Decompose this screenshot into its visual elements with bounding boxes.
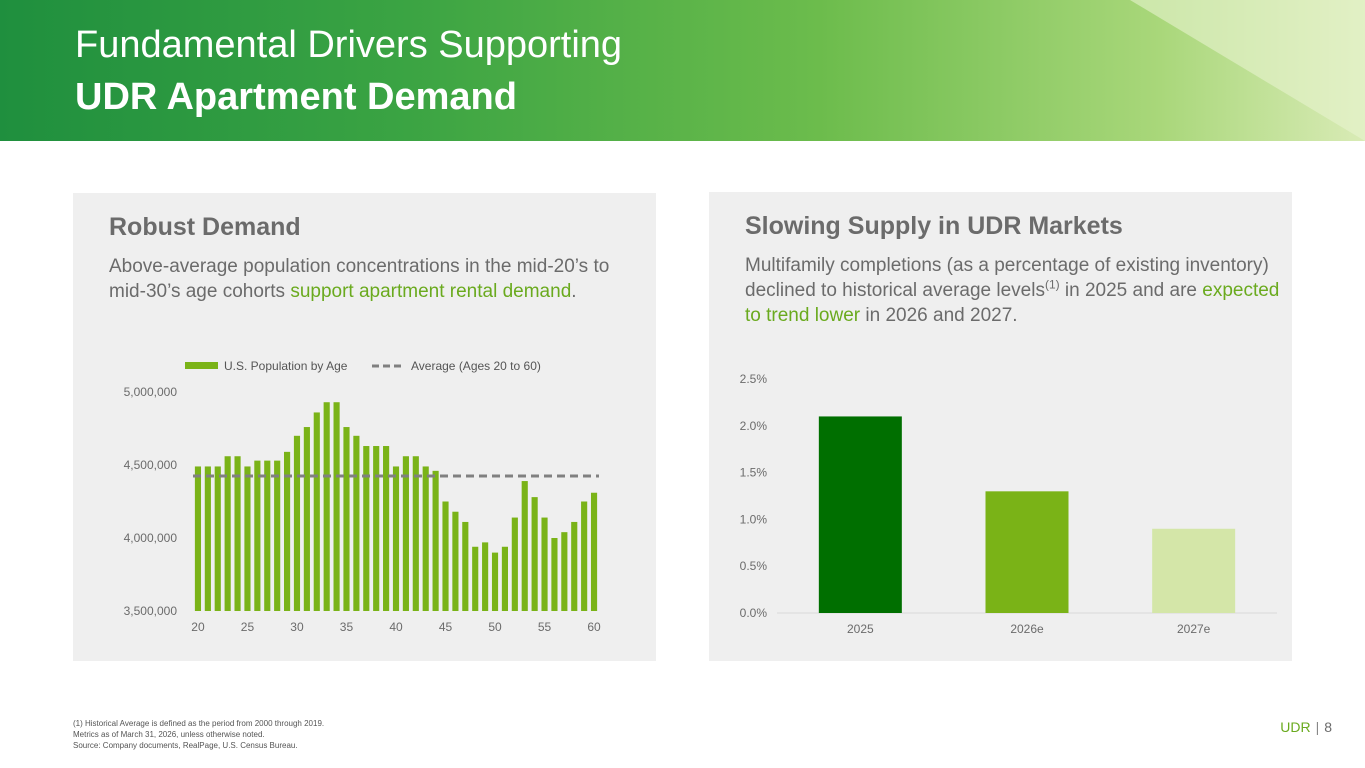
population-bar — [511, 517, 518, 611]
y-tick-label: 5,000,000 — [124, 385, 178, 399]
footnotes: (1) Historical Average is defined as the… — [73, 718, 324, 751]
population-bar — [383, 446, 390, 611]
x-tick-label: 50 — [488, 620, 502, 634]
population-bar — [293, 435, 301, 611]
population-bar — [333, 402, 340, 611]
population-bar — [284, 451, 291, 611]
footer-separator: | — [1315, 719, 1320, 735]
banner-decoration — [1130, 0, 1365, 141]
y-tick-label: 1.5% — [740, 466, 768, 480]
y-tick-label: 0.5% — [740, 559, 768, 573]
population-bar — [234, 456, 241, 611]
robust-demand-panel: Robust Demand Above-average population c… — [73, 193, 656, 661]
y-tick-label: 4,500,000 — [124, 458, 178, 472]
population-bar — [204, 466, 211, 611]
population-bar — [343, 427, 350, 611]
population-bar — [472, 546, 479, 611]
population-bar — [462, 521, 469, 611]
legend-label-population: U.S. Population by Age — [224, 359, 348, 373]
x-tick-label: 2025 — [847, 622, 874, 636]
legend-label-average: Average (Ages 20 to 60) — [411, 359, 541, 373]
population-bar — [392, 466, 400, 611]
population-bar — [590, 492, 598, 611]
y-tick-label: 1.0% — [740, 512, 768, 526]
population-bar — [244, 466, 251, 611]
page-title-line2: UDR Apartment Demand — [75, 76, 517, 118]
legend-swatch-population — [185, 362, 218, 369]
supply-bar — [985, 491, 1069, 613]
supply-bar — [1152, 528, 1236, 613]
x-tick-label: 40 — [389, 620, 403, 634]
footnote-1: (1) Historical Average is defined as the… — [73, 719, 325, 728]
population-bar — [432, 470, 439, 611]
population-bar — [373, 446, 380, 611]
population-bar — [323, 402, 330, 611]
description-highlight: expected to trend lower — [745, 280, 1280, 326]
y-tick-label: 3,500,000 — [124, 604, 178, 618]
y-tick-label: 2.5% — [740, 372, 768, 386]
description-end: in 2026 and 2027. — [860, 305, 1018, 326]
x-tick-label: 35 — [340, 620, 354, 634]
footnote-ref: (1) — [1044, 277, 1060, 292]
x-tick-label: 2027e — [1177, 622, 1211, 636]
x-tick-label: 25 — [241, 620, 255, 634]
population-bar — [422, 466, 429, 611]
population-bar — [254, 460, 261, 611]
population-bar — [402, 456, 409, 611]
population-bar — [501, 546, 508, 611]
population-bar — [452, 511, 459, 611]
panel-title: Robust Demand — [109, 213, 301, 241]
population-bar — [224, 456, 231, 611]
footnote-2: Metrics as of March 31, 2026, unless oth… — [73, 730, 265, 739]
description-text: Multifamily completions (as a percentage… — [745, 255, 1269, 301]
header-banner: Fundamental Drivers Supporting UDR Apart… — [0, 0, 1365, 141]
footnote-3: Source: Company documents, RealPage, U.S… — [73, 741, 298, 750]
population-bar — [581, 501, 588, 611]
x-tick-label: 55 — [538, 620, 552, 634]
x-tick-label: 60 — [587, 620, 601, 634]
y-tick-label: 2.0% — [740, 419, 768, 433]
footer-brand: UDR — [1280, 719, 1311, 735]
population-bar — [363, 446, 370, 611]
population-bar — [571, 521, 578, 611]
population-bar — [521, 481, 528, 611]
supply-bar — [818, 416, 902, 613]
population-bar — [274, 460, 281, 611]
population-bar — [482, 542, 489, 611]
population-chart: U.S. Population by Age Average (Ages 20 t… — [124, 359, 601, 634]
x-tick-label: 45 — [439, 620, 453, 634]
panel-title: Slowing Supply in UDR Markets — [745, 212, 1123, 240]
footer-page-info: UDR | 8 — [1230, 719, 1332, 735]
population-bar — [442, 501, 449, 611]
x-tick-label: 30 — [290, 620, 304, 634]
population-bar — [551, 538, 558, 611]
population-bar — [303, 427, 310, 611]
slowing-supply-panel: Slowing Supply in UDR Markets Multifamil… — [709, 192, 1292, 661]
description-text: Above-average population concentrations … — [109, 256, 610, 302]
population-bar — [491, 552, 499, 611]
x-tick-label: 2026e — [1010, 622, 1044, 636]
page-number: 8 — [1324, 719, 1332, 735]
population-bar — [561, 532, 568, 611]
population-bar — [214, 466, 221, 611]
population-bar — [353, 435, 360, 611]
y-tick-label: 4,000,000 — [124, 531, 178, 545]
population-bar — [412, 456, 419, 611]
population-bar — [313, 412, 320, 611]
panel-description: Above-average population concentrations … — [109, 254, 629, 304]
x-tick-label: 20 — [191, 620, 205, 634]
supply-chart: 2.5% 2.0% 1.5% 1.0% 0.5% 0.0% 2025 2026e 2027e — [740, 372, 1277, 636]
population-bar — [541, 517, 548, 611]
page-title-line1: Fundamental Drivers Supporting — [75, 24, 623, 66]
description-end: . — [571, 281, 577, 302]
panel-description: Multifamily completions (as a percentage… — [745, 253, 1285, 328]
population-bar — [264, 460, 271, 611]
y-tick-label: 0.0% — [740, 606, 768, 620]
population-bar — [531, 497, 538, 611]
description-text-2: in 2025 and are — [1059, 280, 1203, 301]
population-bar — [194, 466, 202, 611]
description-highlight: support apartment rental demand — [290, 281, 572, 302]
